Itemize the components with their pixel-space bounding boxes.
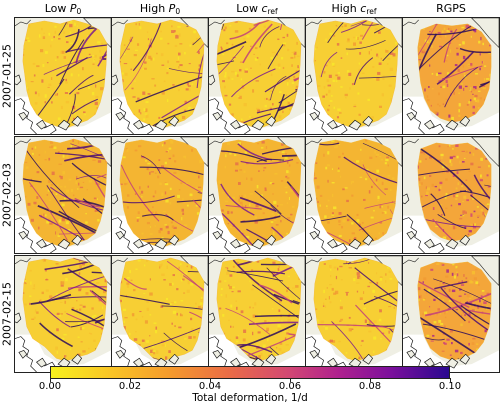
map-panel — [111, 17, 209, 135]
map-panel — [402, 136, 500, 254]
column-title-high-cref: High cref — [305, 2, 403, 18]
map-panel — [111, 255, 209, 373]
map-panel — [14, 136, 112, 254]
map-panel — [305, 136, 403, 254]
map-panel — [14, 255, 112, 373]
map-panel — [305, 17, 403, 135]
colorbar — [50, 366, 450, 379]
column-title-rgps: RGPS — [402, 2, 500, 18]
map-panel — [111, 136, 209, 254]
map-panel — [402, 255, 500, 373]
map-panel — [208, 255, 306, 373]
map-panel — [14, 17, 112, 135]
row-label-2: 2007-02-03 — [0, 136, 14, 254]
column-title-low-cref: Low cref — [208, 2, 306, 18]
colorbar-label: Total deformation, 1/d — [50, 392, 450, 404]
map-panel — [208, 136, 306, 254]
column-title-high-p0: High P0 — [111, 2, 209, 18]
row-label-3: 2007-02-15 — [0, 255, 14, 373]
map-panel — [208, 17, 306, 135]
column-title-low-p0: Low P0 — [14, 2, 112, 18]
row-label-1: 2007-01-25 — [0, 17, 14, 135]
map-panel — [402, 17, 500, 135]
map-panel — [305, 255, 403, 373]
